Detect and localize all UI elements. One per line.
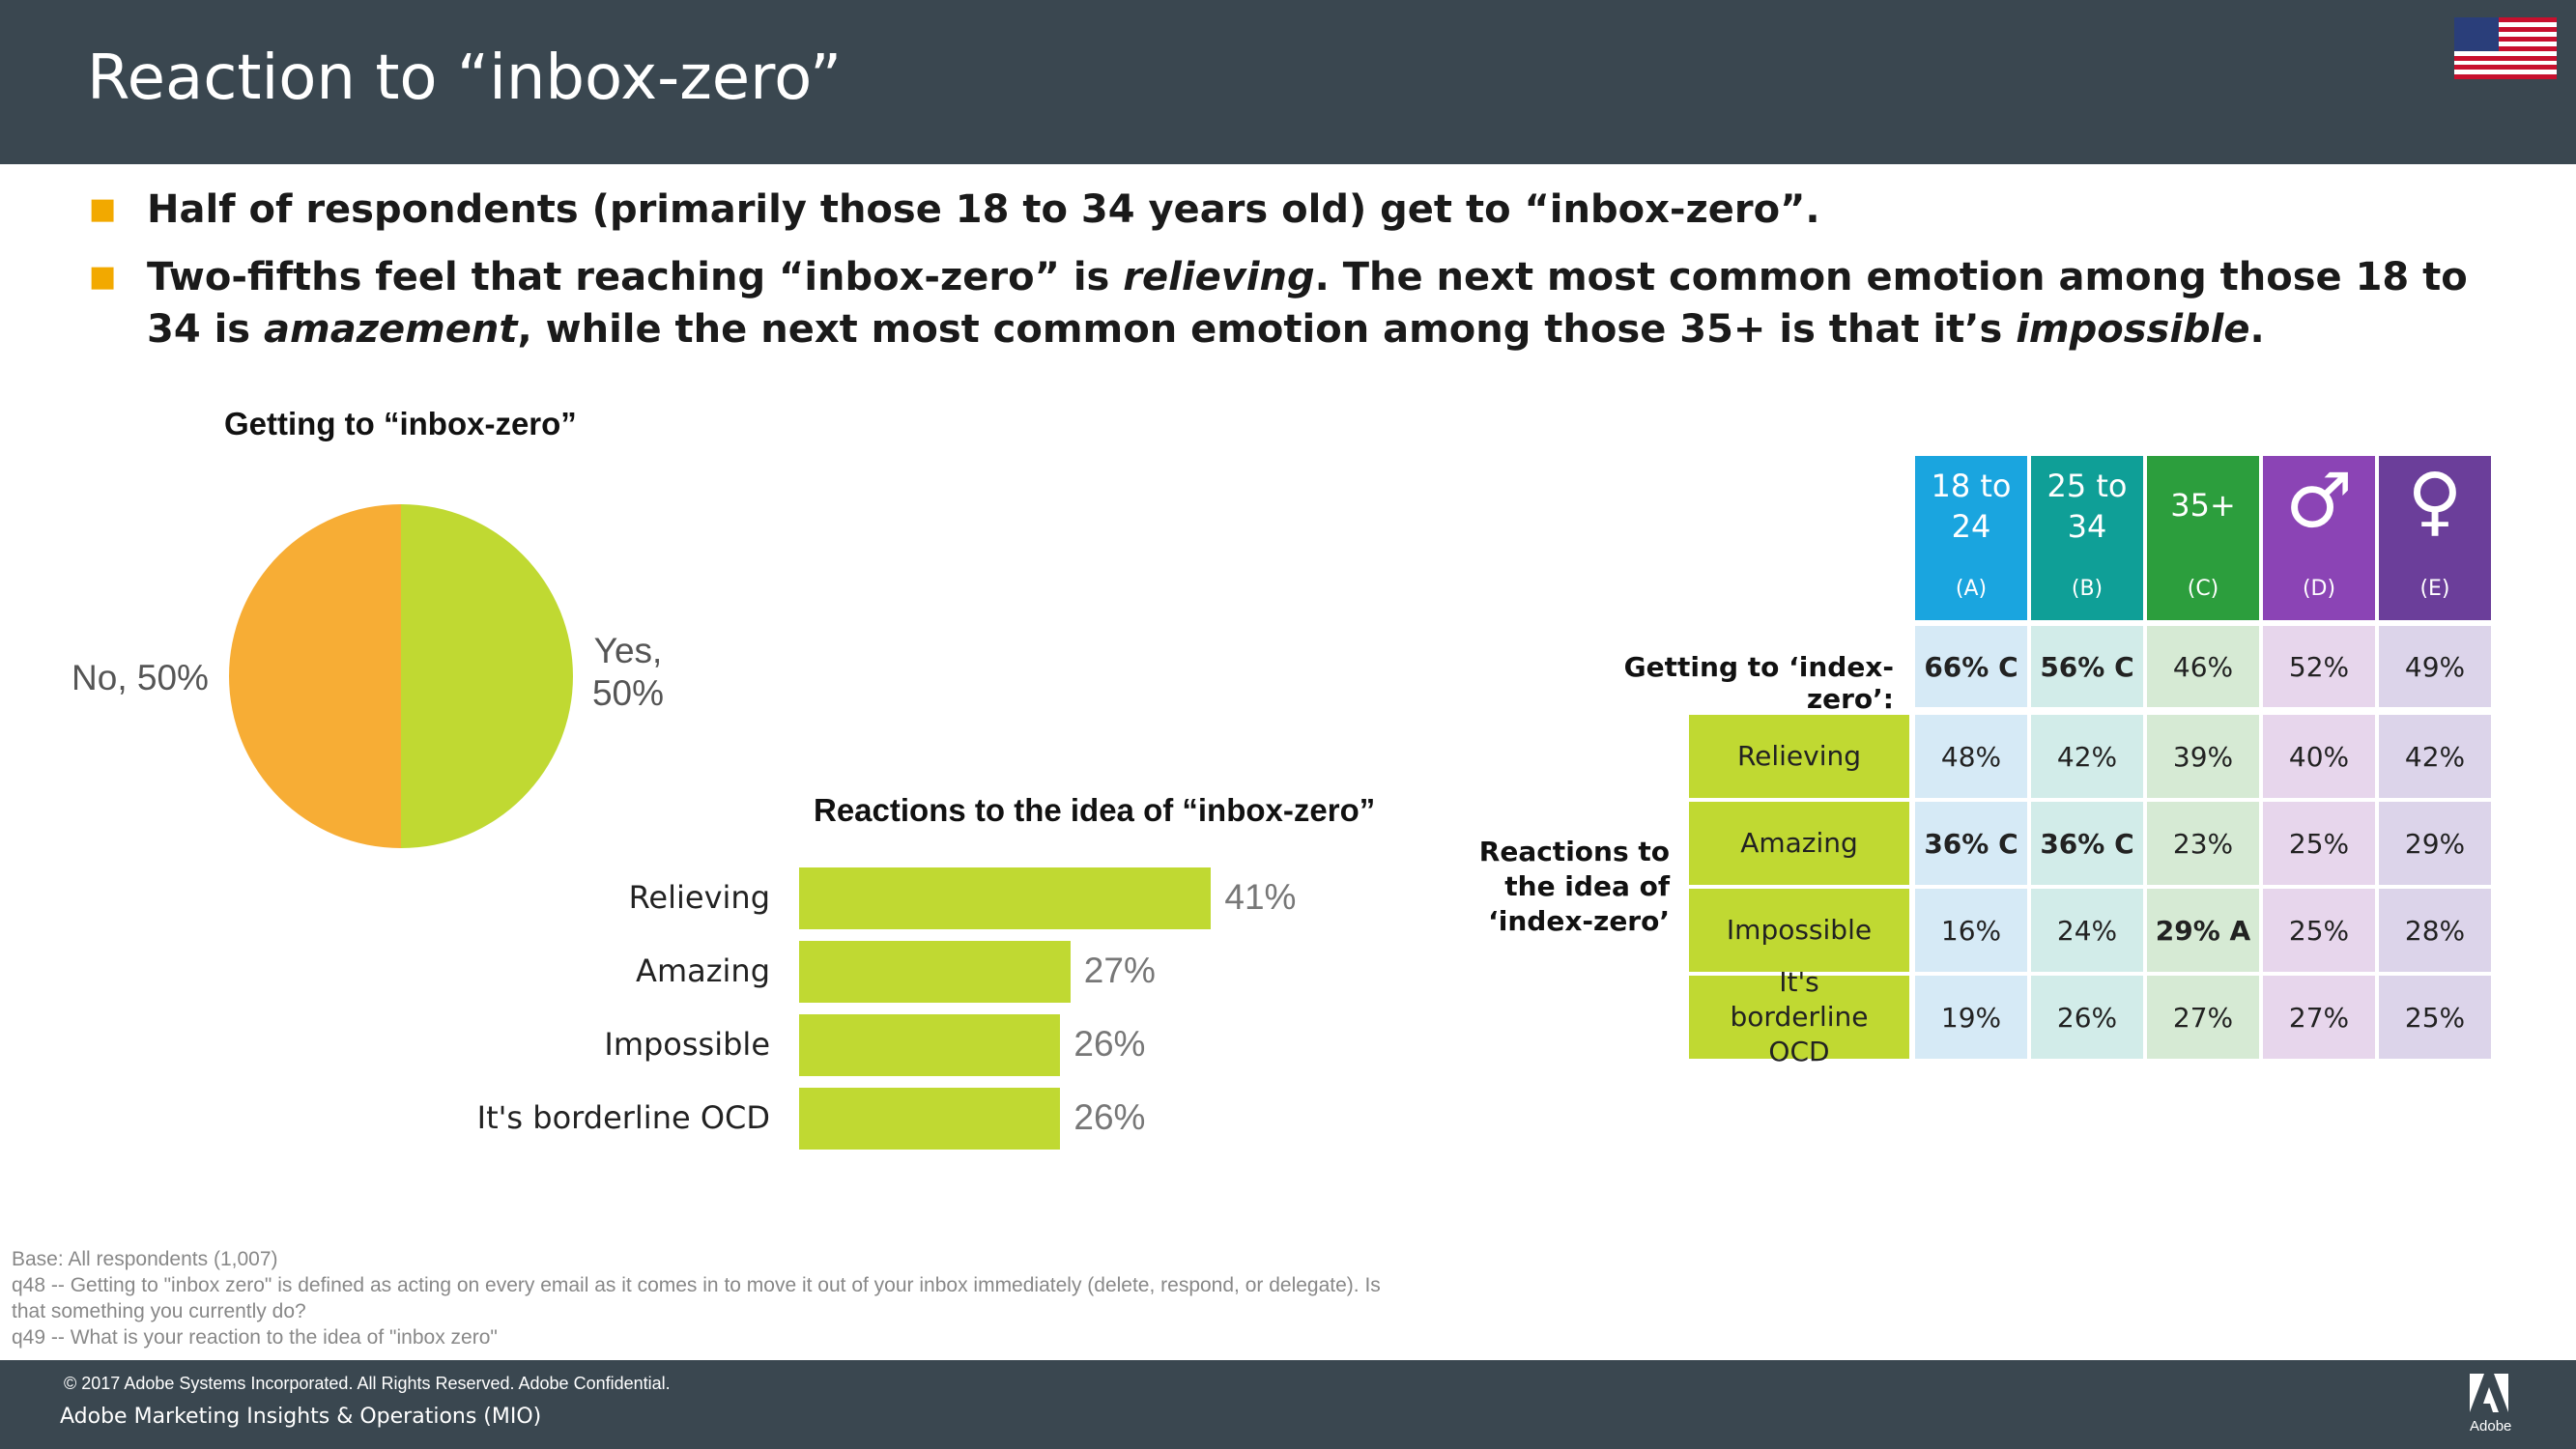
reaction-row-label: Impossible [1689,889,1909,972]
column-header-code: (A) [1955,577,1988,601]
bar-amazing [799,941,1071,1003]
column-header-code: (E) [2419,577,2450,601]
footnote-q49: q49 -- What is your reaction to the idea… [12,1326,498,1349]
column-header-label: 25 to 34 [2046,468,2128,545]
footnotes: Base: All respondents (1,007) q48 -- Get… [12,1246,1384,1350]
reaction-cell: 25% [2263,889,2375,972]
getting-row-cell: 49% [2379,626,2491,707]
bar-category-label: Amazing [636,952,770,989]
reaction-cell: 36% C [2031,802,2143,885]
bar-category-label: Impossible [604,1026,770,1063]
column-header-a: 18 to 24 (A) [1915,456,2027,620]
reaction-cell: 39% [2147,715,2259,798]
bar-category-label: It's borderline OCD [476,1099,770,1136]
getting-row-cell: 46% [2147,626,2259,707]
reaction-cell: 25% [2379,976,2491,1059]
reaction-cell: 29% [2379,802,2491,885]
bar-impossible [799,1014,1061,1076]
reaction-cell: 25% [2263,802,2375,885]
reaction-cell: 24% [2031,889,2143,972]
bullet-1: ■ Half of respondents (primarily those 1… [89,184,2504,236]
column-header-label: 35+ [2170,487,2236,524]
getting-row-cell: 66% C [1915,626,2027,707]
reaction-cell: 42% [2379,715,2491,798]
column-header-code: (B) [2071,577,2104,601]
column-header-code: (D) [2302,577,2336,601]
bar-value-label: 41% [1224,877,1297,917]
reaction-row-label: Amazing [1689,802,1909,885]
bar-value-label: 27% [1083,951,1156,990]
reaction-row-label: Relieving [1689,715,1909,798]
pie-label-no: No, 50% [72,658,209,697]
header-bar: Reaction to “inbox-zero” [0,0,2576,164]
page-title: Reaction to “inbox-zero” [87,43,843,114]
key-findings: ■ Half of respondents (primarily those 1… [89,184,2504,371]
adobe-logo-text: Adobe [2470,1418,2512,1435]
pie-slice-yes [401,504,573,848]
column-header-label: ♀ [2407,458,2463,545]
reaction-cell: 27% [2263,976,2375,1059]
pie-label-yes: Yes, 50% [591,631,665,713]
bar-value-label: 26% [1073,1097,1146,1137]
bar-category-label: Relieving [628,879,770,916]
footer-bar: © 2017 Adobe Systems Incorporated. All R… [0,1360,2576,1449]
reactions-group-label: Reactions to the idea of ‘index-zero’ [1478,836,1670,937]
reaction-cell: 40% [2263,715,2375,798]
pie-chart-title: Getting to “inbox-zero” [224,406,577,441]
pie-slice-no [229,504,401,848]
us-flag-icon [2454,17,2557,79]
reaction-cell: 28% [2379,889,2491,972]
column-header-c: 35+ (C) [2147,456,2259,620]
bullet-marker: ■ [89,192,117,226]
reaction-cell: 42% [2031,715,2143,798]
column-header-code: (C) [2187,577,2219,601]
getting-row-cell: 52% [2263,626,2375,707]
bullet-2: ■ Two-fifths feel that reaching “inbox-z… [89,251,2504,355]
reaction-cell: 16% [1915,889,2027,972]
org-name: Adobe Marketing Insights & Operations (M… [60,1405,542,1429]
column-header-label: 18 to 24 [1931,468,2012,545]
bar-relieving [799,867,1212,929]
reaction-cell: 36% C [1915,802,2027,885]
reaction-cell: 48% [1915,715,2027,798]
reaction-cell: 19% [1915,976,2027,1059]
reaction-row-label: It's borderline OCD [1689,966,1909,1067]
reaction-cell: 29% A [2147,889,2259,972]
getting-row-label: Getting to ‘index-zero’: [1623,651,1894,715]
bar-chart-title: Reactions to the idea of “inbox-zero” [814,792,1376,828]
pie-chart [229,504,573,848]
column-header-d: ♂ (D) [2263,456,2375,620]
column-header-label: ♂ [2285,458,2353,545]
bar-value-label: 26% [1073,1024,1146,1064]
bar-it-s-borderline-ocd [799,1088,1061,1150]
footnote-q48: q48 -- Getting to "inbox zero" is define… [12,1274,1381,1322]
getting-row-cell: 56% C [2031,626,2143,707]
reaction-cell: 27% [2147,976,2259,1059]
adobe-logo-icon [2470,1374,2508,1412]
copyright-text: © 2017 Adobe Systems Incorporated. All R… [64,1374,671,1393]
bullet-marker: ■ [89,260,117,294]
reaction-cell: 23% [2147,802,2259,885]
column-header-e: ♀ (E) [2379,456,2491,620]
footnote-base: Base: All respondents (1,007) [12,1248,278,1270]
column-header-b: 25 to 34 (B) [2031,456,2143,620]
reaction-cell: 26% [2031,976,2143,1059]
